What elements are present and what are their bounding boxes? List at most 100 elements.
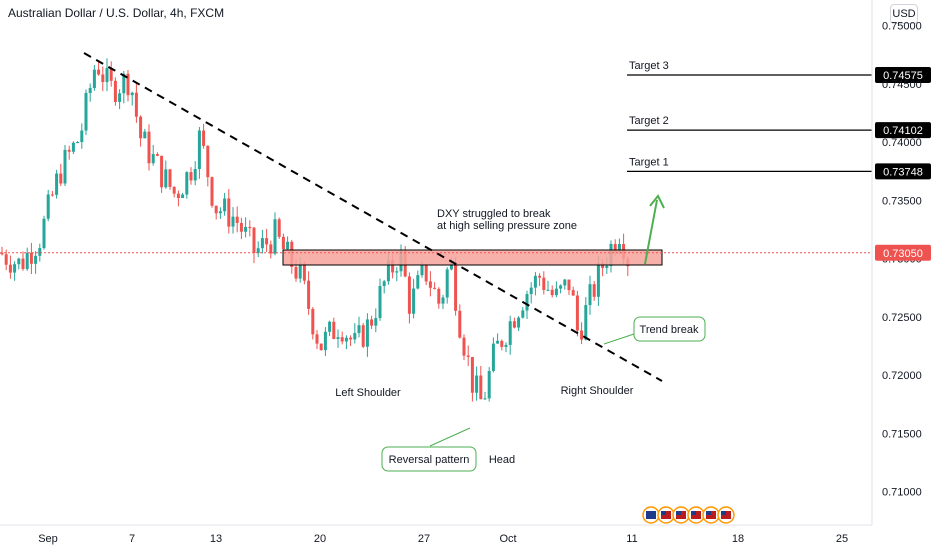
candle-body <box>538 275 542 278</box>
zone-note-line: at high selling pressure zone <box>437 220 577 232</box>
candle-body <box>361 325 365 347</box>
candle-body <box>546 289 550 291</box>
flag-canton-icon <box>646 511 651 515</box>
candle-body <box>374 318 378 326</box>
flag-canton-icon <box>676 511 681 515</box>
candle-body <box>139 116 143 139</box>
candle-body <box>617 243 621 253</box>
candle-body <box>122 73 126 94</box>
x-tick-label: Oct <box>499 533 516 545</box>
candle-body <box>319 343 323 351</box>
candle-body <box>227 198 231 227</box>
candle-body <box>416 275 420 289</box>
candle-body <box>315 334 319 344</box>
last-price-tag <box>875 244 931 261</box>
candle-body <box>143 131 147 139</box>
candle-body <box>206 145 210 178</box>
candle-body <box>155 154 159 156</box>
candle-body <box>160 155 164 188</box>
candle-body <box>218 211 222 214</box>
event-flags[interactable] <box>642 506 735 524</box>
flag-canton-icon <box>691 511 696 515</box>
reversal-label: Reversal pattern <box>389 454 470 466</box>
candle-body <box>34 255 38 264</box>
flag-canton-icon <box>721 511 726 515</box>
candle-body <box>256 248 260 253</box>
candle-body <box>328 321 332 332</box>
zone-note-line: DXY struggled to break <box>437 208 551 220</box>
candle-body <box>25 252 29 270</box>
candle-body <box>265 238 269 245</box>
candle-body <box>382 281 386 287</box>
candle-body <box>21 258 25 270</box>
candle-body <box>340 337 344 342</box>
candle-body <box>13 264 17 273</box>
candle-body <box>529 287 533 295</box>
candle-body <box>286 241 290 250</box>
candle-body <box>193 169 197 181</box>
arrow-shaft <box>644 199 658 265</box>
candle-body <box>454 262 458 311</box>
target-label: Target 2 <box>629 115 669 127</box>
candle-body <box>214 205 218 214</box>
candle-body <box>84 92 88 131</box>
target-price-tag <box>875 122 931 139</box>
candle-body <box>118 93 122 102</box>
chart-title: Australian Dollar / U.S. Dollar, 4h, FXC… <box>8 6 225 20</box>
candle-body <box>571 290 575 296</box>
candle-body <box>92 69 96 89</box>
x-tick-label: 11 <box>626 533 637 545</box>
candle-body <box>412 288 416 314</box>
head-label: Head <box>489 454 515 466</box>
candle-body <box>395 271 399 273</box>
x-tick-label: 20 <box>314 533 326 545</box>
candle-body <box>168 169 172 187</box>
candle-body <box>38 248 42 256</box>
arrow-head <box>649 194 665 209</box>
candle-body <box>46 194 50 219</box>
candle-body <box>575 295 579 331</box>
target-price-label: 0.74575 <box>883 70 923 82</box>
y-tick-label: 0.72500 <box>882 312 922 324</box>
candle-body <box>458 310 462 338</box>
candle-body <box>80 130 84 143</box>
candle-body <box>126 73 130 96</box>
candle-body <box>134 92 138 117</box>
candle-body <box>302 263 306 281</box>
candle-body <box>109 68 113 81</box>
candle-body <box>563 279 567 286</box>
target-label: Target 3 <box>629 60 669 72</box>
candle-body <box>164 169 168 188</box>
candle-body <box>601 263 605 268</box>
candle-body <box>88 88 92 93</box>
candle-body <box>332 321 336 339</box>
candle-body <box>491 343 495 371</box>
target-price-tag <box>875 163 931 180</box>
target-price-label: 0.73748 <box>883 166 923 178</box>
candle-body <box>4 254 8 265</box>
candle-body <box>550 289 554 296</box>
candle-body <box>197 130 201 170</box>
candle-body <box>273 219 277 254</box>
target-label: Target 1 <box>629 156 669 168</box>
candle-body <box>248 226 252 228</box>
candle-body <box>517 317 521 328</box>
currency-button[interactable]: USD <box>890 4 918 24</box>
y-tick-label: 0.71000 <box>882 487 922 499</box>
x-tick-label: 25 <box>836 533 848 545</box>
candle-body <box>554 288 558 296</box>
candle-body <box>605 265 609 268</box>
y-tick-label: 0.73500 <box>882 195 922 207</box>
candle-body <box>470 356 474 393</box>
candle-body <box>59 173 63 184</box>
candle-body <box>185 172 189 195</box>
flag-canton-icon <box>661 511 666 515</box>
candle-body <box>0 252 4 255</box>
candle-body <box>67 149 71 152</box>
candle-body <box>17 258 21 265</box>
candle-body <box>55 173 59 195</box>
candle-body <box>176 193 180 199</box>
candle-body <box>592 284 596 297</box>
candle-body <box>189 172 193 181</box>
